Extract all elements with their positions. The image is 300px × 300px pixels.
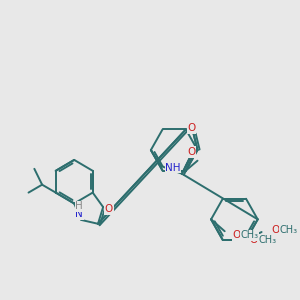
Text: O: O [105, 204, 113, 214]
Text: H: H [75, 201, 83, 211]
Text: NH: NH [166, 163, 181, 173]
Text: CH₃: CH₃ [258, 235, 277, 245]
Text: CH₃: CH₃ [280, 225, 298, 235]
Text: CH₃: CH₃ [241, 230, 259, 240]
Text: O: O [250, 235, 258, 245]
Text: O: O [232, 230, 241, 240]
Text: O: O [188, 123, 196, 133]
Text: O: O [188, 147, 196, 157]
Text: O: O [271, 225, 279, 235]
Text: N: N [75, 209, 83, 219]
